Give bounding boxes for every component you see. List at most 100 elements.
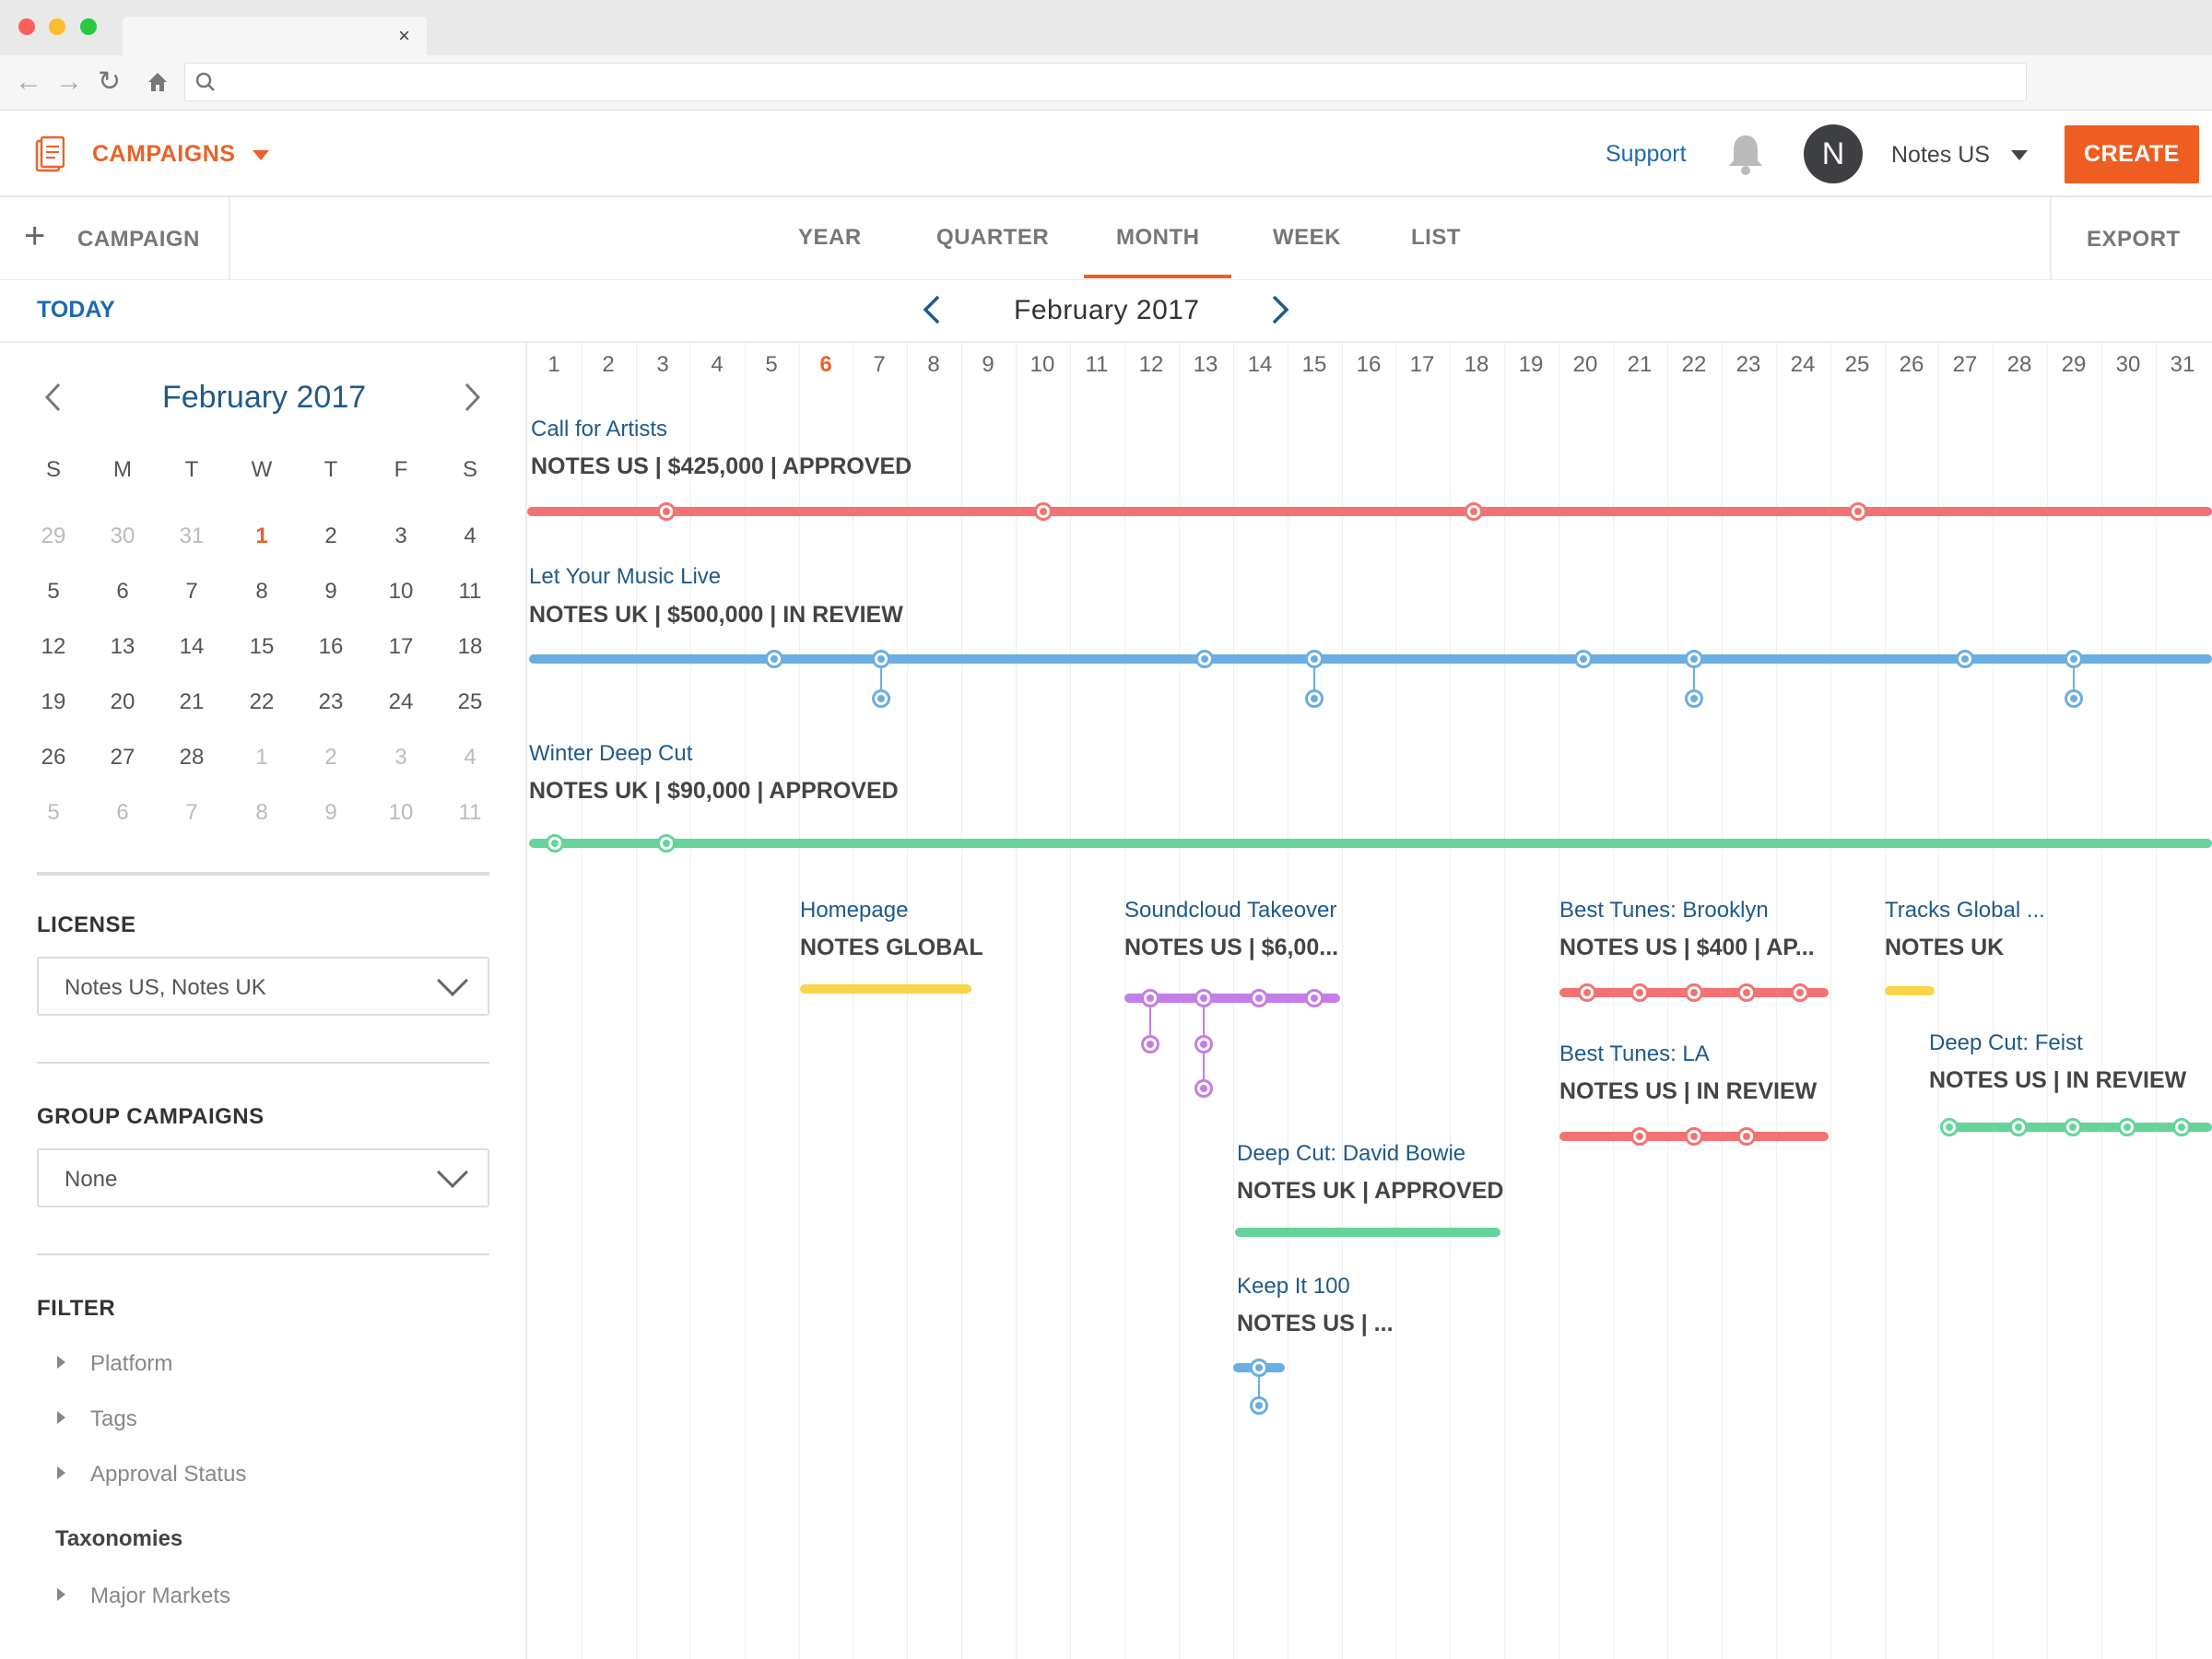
add-campaign-button[interactable]: CAMPAIGN: [77, 227, 200, 252]
calendar-day[interactable]: 5: [47, 579, 60, 604]
milestone-node[interactable]: [657, 834, 676, 853]
campaign-bar[interactable]: [1885, 986, 1935, 995]
campaign-name[interactable]: Winter Deep Cut: [529, 741, 693, 766]
calendar-day[interactable]: 6: [116, 800, 129, 825]
mini-prev-month-icon[interactable]: [42, 382, 65, 413]
milestone-node[interactable]: [1956, 650, 1974, 668]
calendar-day[interactable]: 18: [457, 634, 483, 659]
expand-arrow-icon[interactable]: [57, 1466, 65, 1479]
calendar-day[interactable]: 9: [324, 579, 337, 604]
tab-close-icon[interactable]: ×: [398, 24, 410, 47]
milestone-node[interactable]: [1141, 989, 1159, 1007]
campaign-bar[interactable]: [527, 507, 2212, 516]
calendar-day[interactable]: 8: [255, 579, 268, 604]
calendar-day[interactable]: 17: [388, 634, 414, 659]
milestone-node[interactable]: [1305, 650, 1324, 668]
milestone-node[interactable]: [1685, 689, 1703, 708]
calendar-day[interactable]: 27: [110, 745, 135, 770]
milestone-node[interactable]: [1465, 502, 1483, 521]
campaign-name[interactable]: Let Your Music Live: [529, 564, 722, 589]
calendar-day[interactable]: 1: [255, 745, 268, 770]
milestone-node[interactable]: [1630, 1127, 1649, 1146]
milestone-node[interactable]: [1685, 1127, 1703, 1146]
browser-tab[interactable]: ×: [123, 17, 427, 55]
calendar-day[interactable]: 5: [47, 800, 60, 825]
campaign-name[interactable]: Best Tunes: LA: [1559, 1041, 1710, 1066]
calendar-day[interactable]: 6: [116, 579, 129, 604]
tab-month[interactable]: MONTH: [1116, 225, 1200, 250]
close-window-icon[interactable]: [18, 18, 35, 35]
milestone-node[interactable]: [2172, 1118, 2191, 1136]
export-button[interactable]: EXPORT: [2087, 227, 2181, 252]
milestone-node[interactable]: [1791, 983, 1809, 1002]
calendar-day[interactable]: 9: [324, 800, 337, 825]
campaign-name[interactable]: Deep Cut: David Bowie: [1237, 1141, 1466, 1166]
account-dropdown-icon[interactable]: [2011, 150, 2028, 160]
calendar-day[interactable]: 4: [464, 524, 477, 548]
campaign-bar[interactable]: [1235, 1228, 1500, 1237]
account-name[interactable]: Notes US: [1891, 142, 1990, 168]
calendar-day[interactable]: 25: [457, 689, 483, 714]
campaign-bar[interactable]: [529, 654, 2212, 664]
group-campaigns-select[interactable]: None: [37, 1148, 489, 1207]
campaign-name[interactable]: Best Tunes: Brooklyn: [1559, 898, 1769, 923]
calendar-day[interactable]: 24: [388, 689, 414, 714]
today-button[interactable]: TODAY: [37, 297, 115, 323]
mini-next-month-icon[interactable]: [461, 382, 483, 413]
tab-week[interactable]: WEEK: [1273, 225, 1341, 250]
campaign-name[interactable]: Soundcloud Takeover: [1124, 898, 1337, 923]
calendar-day[interactable]: 3: [394, 524, 407, 548]
minimize-window-icon[interactable]: [49, 18, 65, 35]
milestone-node[interactable]: [546, 834, 564, 853]
milestone-node[interactable]: [1578, 983, 1596, 1002]
tab-quarter[interactable]: QUARTER: [936, 225, 1050, 250]
milestone-node[interactable]: [1194, 989, 1213, 1007]
create-button[interactable]: CREATE: [2065, 125, 2199, 183]
calendar-day[interactable]: 26: [41, 745, 66, 770]
home-icon[interactable]: [146, 70, 170, 94]
calendar-day[interactable]: 16: [318, 634, 344, 659]
milestone-node[interactable]: [1194, 1079, 1213, 1098]
calendar-day[interactable]: 23: [318, 689, 344, 714]
url-bar[interactable]: [184, 63, 2027, 101]
milestone-node[interactable]: [2064, 1118, 2082, 1136]
milestone-node[interactable]: [1250, 989, 1268, 1007]
campaign-bar[interactable]: [800, 984, 971, 994]
milestone-node[interactable]: [1305, 989, 1324, 1007]
calendar-day[interactable]: 31: [179, 524, 205, 548]
notification-bell-icon[interactable]: [1725, 132, 1766, 176]
milestone-node[interactable]: [765, 650, 783, 668]
campaign-bar[interactable]: [529, 839, 2212, 848]
milestone-node[interactable]: [1034, 502, 1053, 521]
milestone-node[interactable]: [1737, 983, 1756, 1002]
calendar-day[interactable]: 1: [255, 524, 268, 548]
milestone-node[interactable]: [2009, 1118, 2028, 1136]
expand-arrow-icon[interactable]: [57, 1356, 65, 1369]
maximize-window-icon[interactable]: [80, 18, 97, 35]
milestone-node[interactable]: [1849, 502, 1867, 521]
forward-icon[interactable]: →: [55, 66, 83, 97]
calendar-day[interactable]: 21: [179, 689, 205, 714]
avatar[interactable]: N: [1804, 124, 1863, 183]
add-icon[interactable]: +: [24, 216, 46, 256]
taxonomy-major-markets[interactable]: Major Markets: [90, 1583, 231, 1608]
calendar-day[interactable]: 3: [394, 745, 407, 770]
tab-list[interactable]: LIST: [1411, 225, 1461, 250]
milestone-node[interactable]: [1940, 1118, 1959, 1136]
milestone-node[interactable]: [1141, 1035, 1159, 1053]
milestone-node[interactable]: [1194, 1035, 1213, 1053]
milestone-node[interactable]: [657, 502, 676, 521]
milestone-node[interactable]: [1685, 650, 1703, 668]
milestone-node[interactable]: [1574, 650, 1593, 668]
milestone-node[interactable]: [1305, 689, 1324, 708]
campaigns-menu[interactable]: CAMPAIGNS: [92, 141, 236, 167]
campaign-name[interactable]: Tracks Global ...: [1885, 898, 2045, 923]
back-icon[interactable]: ←: [15, 66, 42, 97]
calendar-day[interactable]: 10: [388, 579, 414, 604]
calendar-day[interactable]: 2: [324, 524, 337, 548]
calendar-day[interactable]: 22: [249, 689, 275, 714]
calendar-day[interactable]: 15: [249, 634, 275, 659]
campaign-name[interactable]: Deep Cut: Feist: [1929, 1030, 2083, 1055]
calendar-day[interactable]: 29: [41, 524, 66, 548]
license-select[interactable]: Notes US, Notes UK: [37, 957, 489, 1016]
